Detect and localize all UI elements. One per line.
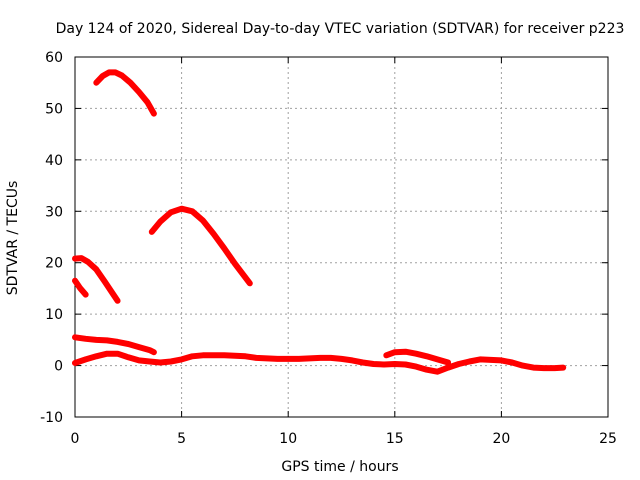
y-axis-label: SDTVAR / TECUs [5, 181, 21, 296]
x-axis-label: GPS time / hours [281, 459, 398, 475]
x-tick-label: 15 [386, 431, 404, 447]
series-line-arc-low-4 [72, 277, 89, 298]
series-line-arc-high-1 [93, 69, 157, 117]
series-layer [72, 69, 567, 375]
series-line-arc-low-3 [72, 255, 121, 304]
y-tick-label: 0 [54, 359, 63, 375]
x-tick-label: 25 [599, 431, 617, 447]
axis-ticks: 0 5 10 15 20 25 -10 0 10 20 30 40 50 60 [40, 50, 617, 447]
y-tick-label: 10 [45, 307, 63, 323]
y-tick-label: 60 [45, 50, 63, 66]
series-line-arc-5 [72, 334, 157, 356]
series-line-arc-mid-2 [148, 205, 253, 287]
y-tick-label: 40 [45, 153, 63, 169]
y-tick-label: -10 [40, 410, 63, 426]
grid-layer [75, 57, 608, 417]
x-tick-label: 20 [492, 431, 510, 447]
y-tick-label: 30 [45, 204, 63, 220]
x-tick-label: 0 [71, 431, 80, 447]
series-line-baseline [72, 350, 567, 375]
x-tick-label: 5 [177, 431, 186, 447]
x-tick-label: 10 [279, 431, 297, 447]
plot-frame [74, 56, 609, 418]
y-tick-label: 50 [45, 101, 63, 117]
series-line-arc-6 [383, 348, 452, 366]
chart-title: Day 124 of 2020, Sidereal Day-to-day VTE… [56, 21, 625, 37]
y-tick-label: 20 [45, 256, 63, 272]
